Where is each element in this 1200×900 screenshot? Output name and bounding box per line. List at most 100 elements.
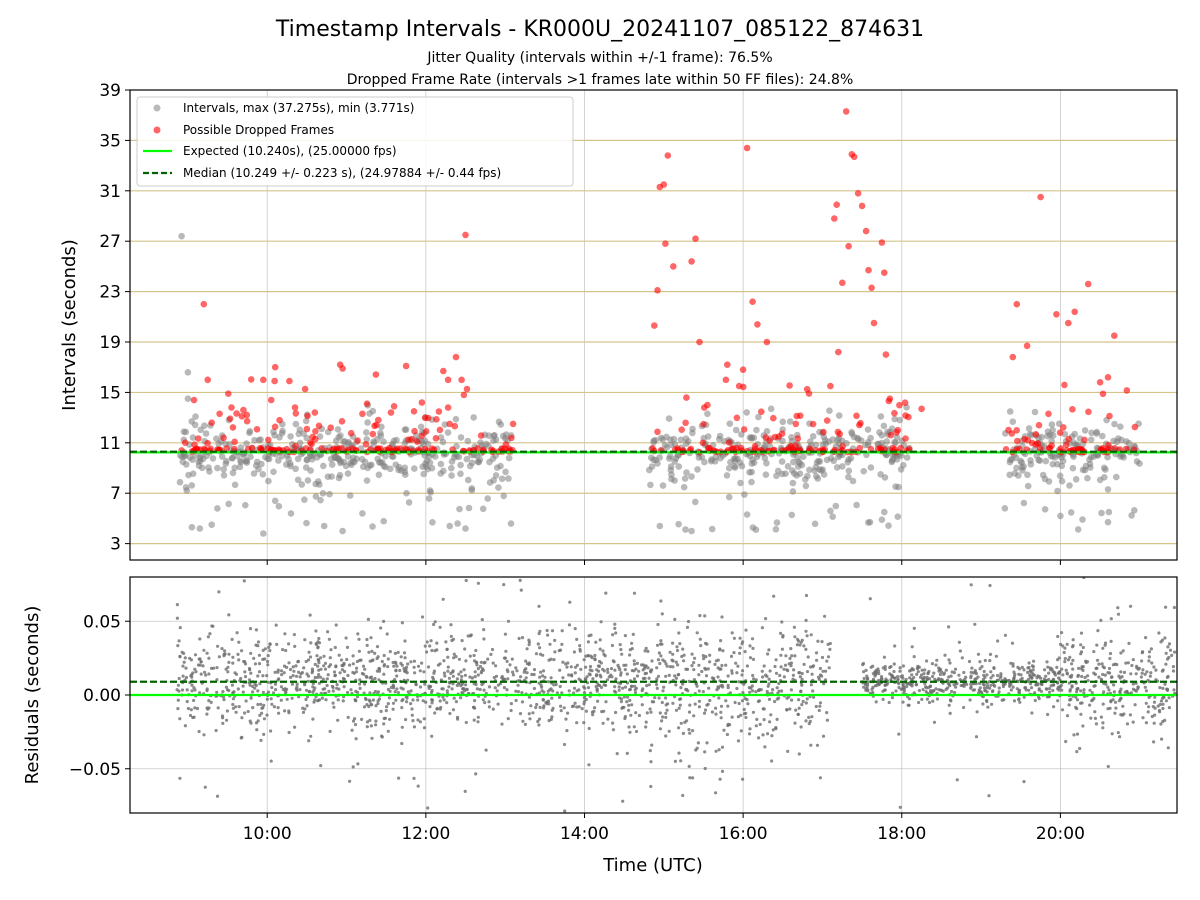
- interval-point: [798, 461, 806, 469]
- interval-point: [1056, 472, 1064, 480]
- dropped-frame-point: [508, 434, 515, 442]
- interval-point: [275, 457, 282, 464]
- residual-point: [487, 700, 491, 704]
- interval-point: [336, 471, 344, 479]
- dropped-frame-point: [240, 406, 247, 414]
- residual-point: [287, 709, 291, 713]
- residual-point: [238, 823, 241, 826]
- residual-point: [738, 636, 742, 640]
- residual-point: [568, 600, 572, 604]
- residual-point: [742, 682, 746, 686]
- residual-point: [1099, 618, 1103, 623]
- residual-point: [613, 685, 617, 689]
- interval-point: [1093, 428, 1101, 436]
- dropped-frame-point: [418, 399, 426, 406]
- interval-point: [328, 473, 335, 480]
- residual-point: [910, 667, 914, 671]
- residual-point: [532, 686, 537, 691]
- interval-point: [317, 496, 324, 504]
- residual-point: [893, 644, 897, 648]
- residual-point: [708, 698, 712, 703]
- interval-point: [346, 492, 354, 499]
- dropped-frame-point: [670, 263, 677, 270]
- residual-point: [1136, 667, 1140, 671]
- residual-point: [908, 669, 912, 673]
- residual-point: [176, 707, 180, 711]
- residual-point: [932, 720, 937, 724]
- residual-point: [761, 733, 765, 737]
- interval-point: [1024, 482, 1032, 490]
- residual-point: [794, 708, 798, 712]
- residual-point: [301, 710, 306, 715]
- residual-point: [726, 704, 730, 708]
- residual-point: [772, 594, 776, 598]
- interval-point: [845, 467, 853, 475]
- residual-point: [1029, 686, 1034, 690]
- dropped-frame-point: [792, 442, 799, 449]
- residual-point: [614, 710, 618, 715]
- residual-point: [207, 699, 211, 703]
- residual-point: [1075, 698, 1080, 702]
- residual-point: [1039, 689, 1043, 693]
- residual-point: [377, 669, 382, 673]
- residual-point: [572, 691, 576, 695]
- interval-point: [390, 437, 398, 445]
- residual-point: [760, 669, 764, 673]
- residual-point: [257, 662, 262, 666]
- residual-point: [677, 706, 681, 710]
- residual-point: [222, 698, 226, 702]
- residual-point: [351, 765, 355, 769]
- residual-point: [464, 578, 468, 583]
- residual-point: [382, 722, 386, 726]
- residual-point: [341, 699, 345, 703]
- residual-point: [336, 718, 340, 722]
- residual-point: [789, 688, 794, 692]
- residual-point: [646, 666, 650, 670]
- dropped-frame-point: [1056, 429, 1064, 437]
- residual-point: [449, 634, 453, 639]
- residual-point: [346, 690, 350, 695]
- dropped-frame-point: [886, 395, 894, 403]
- dropped-frame-point: [303, 425, 311, 433]
- dropped-frame-point: [444, 404, 452, 411]
- residual-point: [587, 634, 591, 638]
- residual-point: [550, 715, 554, 719]
- residual-point: [430, 698, 435, 702]
- residual-point: [351, 662, 355, 666]
- residual-point: [194, 670, 198, 674]
- residual-point: [664, 734, 668, 738]
- dropped-frame-point: [411, 427, 418, 435]
- dropped-frame-point: [862, 227, 870, 235]
- residual-point: [888, 672, 892, 676]
- dropped-frame-point: [1013, 427, 1020, 434]
- residual-point: [682, 659, 686, 663]
- residual-point: [713, 662, 717, 667]
- residual-point: [316, 640, 320, 644]
- residual-point: [681, 682, 685, 686]
- residual-point: [957, 640, 962, 644]
- residual-point: [367, 650, 371, 654]
- residual-point: [1106, 685, 1110, 689]
- residual-point: [1068, 655, 1072, 659]
- residual-point: [777, 681, 781, 686]
- interval-point: [271, 497, 279, 505]
- residual-point: [193, 706, 197, 710]
- interval-point: [652, 436, 659, 444]
- residual-point: [708, 653, 712, 657]
- residual-point: [714, 791, 718, 795]
- dropped-frame-point: [312, 428, 319, 435]
- residual-point: [747, 686, 751, 690]
- residual-point: [720, 769, 725, 774]
- residual-point: [307, 650, 311, 654]
- residual-point: [947, 682, 951, 686]
- residual-point: [729, 654, 734, 659]
- interval-point: [681, 475, 689, 482]
- interval-point: [370, 440, 378, 447]
- dropped-frame-point: [758, 408, 765, 416]
- residual-point: [660, 612, 664, 616]
- residual-point: [930, 662, 935, 666]
- dropped-frame-point: [649, 445, 656, 452]
- residual-point: [463, 789, 467, 794]
- residual-point: [265, 697, 269, 701]
- residual-point: [367, 704, 371, 709]
